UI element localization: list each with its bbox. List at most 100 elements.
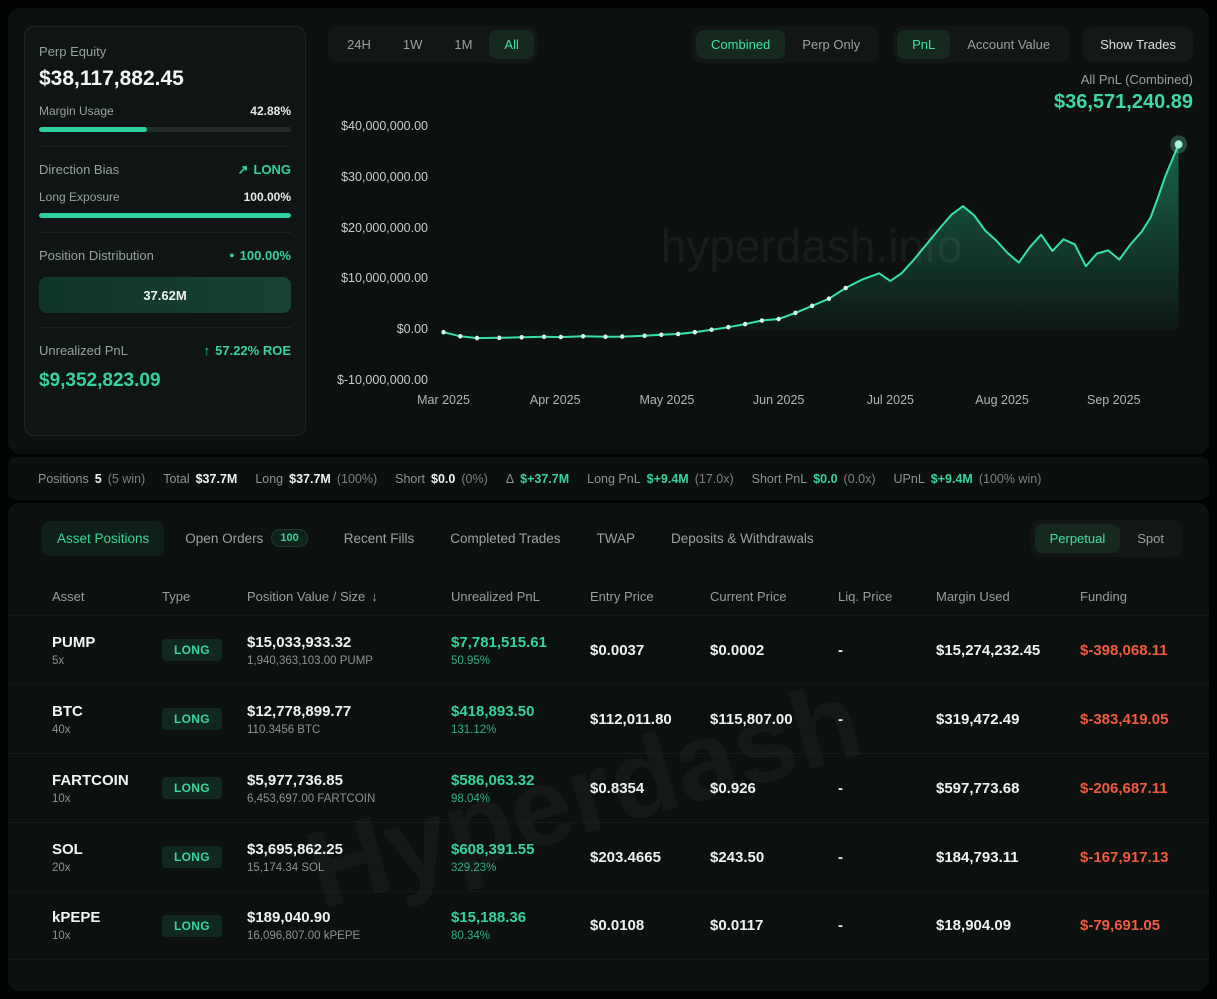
position-row-sol[interactable]: SOL 20x LONG $3,695,862.25 15,174.34 SOL $608…: [8, 822, 1209, 891]
main-tabs: Asset Positions Open Orders 100 Recent Fill…: [42, 519, 829, 557]
summary-upnl: UPnL $+9.4M (100% win): [894, 472, 1042, 486]
asset-name: kPEPE: [52, 909, 101, 926]
scope-perp-only[interactable]: Perp Only: [787, 30, 875, 59]
time-range-1w[interactable]: 1W: [388, 30, 438, 59]
column-header-unrealized-pnl[interactable]: Unrealized PnL: [451, 589, 590, 604]
column-header-asset[interactable]: Asset: [52, 589, 162, 604]
margin-used-cell: $184,793.11: [936, 848, 1019, 866]
tab-recent-fills[interactable]: Recent Fills: [329, 521, 430, 556]
positions-summary-bar: Positions 5 (5 win) Total $37.7M Long $37.7M (1…: [8, 457, 1209, 500]
unrealized-pnl-value: $9,352,823.09: [39, 370, 161, 391]
column-header-liq-price[interactable]: Liq. Price: [838, 589, 936, 604]
tab-deposits-withdrawals[interactable]: Deposits & Withdrawals: [656, 521, 829, 556]
column-header-type[interactable]: Type: [162, 589, 247, 604]
column-header-position-value-size[interactable]: Position Value / Size ↓: [247, 589, 451, 604]
upnl-percent: 98.04%: [451, 792, 491, 805]
tab-completed-trades[interactable]: Completed Trades: [435, 521, 575, 556]
upnl-value: $608,391.55: [451, 840, 535, 858]
upnl-percent: 329.23%: [451, 861, 497, 874]
market-tab-spot[interactable]: Spot: [1122, 524, 1179, 553]
liq-price-cell: -: [838, 779, 843, 797]
funding-cell: $-167,917.13: [1080, 848, 1169, 866]
metric-pnl[interactable]: PnL: [897, 30, 951, 59]
summary-positions: Positions 5 (5 win): [38, 472, 145, 486]
position-row-btc[interactable]: BTC 40x LONG $12,778,899.77 110.3456 BTC $418…: [8, 684, 1209, 753]
metric-account-value[interactable]: Account Value: [952, 30, 1065, 59]
chart-plot[interactable]: hyperdash.info: [436, 121, 1187, 381]
pnl-header: All PnL (Combined) $36,571,240.89: [328, 72, 1193, 114]
market-type-toggle: Perpetual Spot: [1030, 519, 1183, 557]
summary-value: $+37.7M: [520, 471, 570, 486]
tab-open-orders[interactable]: Open Orders 100: [170, 519, 322, 557]
liq-price-cell: -: [838, 848, 843, 866]
direction-bias-value: ↗ LONG: [238, 162, 291, 177]
tab-label: TWAP: [596, 530, 636, 546]
type-cell: LONG: [162, 846, 247, 868]
upnl-value: $586,063.32: [451, 771, 535, 789]
position-value: $189,040.90: [247, 909, 331, 926]
unrealized-pnl-cell: $608,391.55 329.23%: [451, 841, 590, 874]
x-axis-label: Aug 2025: [975, 393, 1029, 407]
y-axis: $40,000,000.00 $30,000,000.00 $20,000,000.…: [328, 119, 428, 387]
summary-extra: (100%): [336, 471, 378, 486]
open-orders-count-badge: 100: [271, 529, 308, 547]
time-range-all[interactable]: All: [489, 30, 534, 59]
unrealized-pnl-cell: $7,781,515.61 50.95%: [451, 634, 590, 667]
position-row-pump[interactable]: PUMP 5x LONG $15,033,933.32 1,940,363,103.00…: [8, 615, 1209, 684]
chart-area: 24H 1W 1M All Combined Perp Only PnL Account …: [328, 26, 1193, 436]
position-size: 15,174.34 SOL: [247, 861, 325, 874]
column-header-label: Funding: [1080, 588, 1127, 604]
asset-leverage: 40x: [52, 723, 71, 736]
y-axis-label: $-10,000,000.00: [336, 373, 428, 387]
asset-name: SOL: [52, 840, 83, 858]
upnl-percent: 80.34%: [451, 930, 491, 942]
y-axis-label: $0.00: [396, 322, 428, 337]
tab-label: Recent Fills: [343, 530, 415, 546]
summary-short: Short $0.0 (0%): [395, 472, 488, 486]
summary-long: Long $37.7M (100%): [255, 472, 377, 486]
summary-value: $37.7M: [289, 471, 331, 486]
asset-leverage: 10x: [52, 930, 71, 942]
margin-used-cell: $15,274,232.45: [936, 641, 1041, 659]
position-size: 6,453,697.00 FARTCOIN: [247, 792, 376, 805]
column-header-label: Liq. Price: [838, 588, 893, 604]
entry-price-cell: $112,011.80: [590, 710, 672, 728]
column-header-margin-used[interactable]: Margin Used: [936, 589, 1080, 604]
time-range-1m[interactable]: 1M: [439, 30, 487, 59]
funding-cell: $-206,687.11: [1080, 779, 1168, 797]
direction-bias-label: Direction Bias: [39, 162, 120, 177]
x-axis-label: Sep 2025: [1087, 393, 1141, 407]
upnl-value: $7,781,515.61: [451, 633, 547, 651]
column-header-current-price[interactable]: Current Price: [710, 589, 838, 604]
position-distribution-bar: 37.62M: [39, 277, 291, 313]
margin-used-cell: $319,472.49: [936, 710, 1020, 728]
position-row-fartcoin[interactable]: FARTCOIN 10x LONG $5,977,736.85 6,453,697.00…: [8, 753, 1209, 822]
summary-extra: (17.0x): [694, 471, 734, 486]
summary-short-pnl: Short PnL $0.0 (0.0x): [752, 472, 876, 486]
scope-combined[interactable]: Combined: [696, 30, 786, 59]
market-tab-perpetual[interactable]: Perpetual: [1034, 523, 1121, 553]
positions-table: Asset Type Position Value / Size ↓ Unrealize…: [8, 577, 1209, 960]
y-axis-label: $10,000,000.00: [341, 271, 428, 286]
current-price-cell: $115,807.00: [710, 710, 793, 728]
long-badge: LONG: [162, 846, 222, 868]
tab-label: Asset Positions: [57, 530, 150, 546]
summary-label: UPnL: [893, 471, 925, 486]
summary-label: Δ: [505, 471, 515, 486]
position-row-kpepe[interactable]: kPEPE 10x LONG $189,040.90 16,096,807.00 kPE…: [8, 891, 1209, 960]
position-distribution-percent: 100.00%: [239, 248, 291, 263]
y-axis-label: $20,000,000.00: [341, 220, 428, 235]
tab-twap[interactable]: TWAP: [582, 521, 651, 556]
show-trades-button[interactable]: Show Trades: [1083, 27, 1193, 62]
tab-asset-positions[interactable]: Asset Positions: [42, 520, 165, 556]
time-range-24h[interactable]: 24H: [332, 30, 386, 59]
dot-icon: ●: [229, 250, 235, 260]
pnl-chart: $40,000,000.00 $30,000,000.00 $20,000,000.…: [328, 119, 1193, 417]
column-header-label: Margin Used: [936, 588, 1010, 604]
column-header-funding[interactable]: Funding: [1080, 589, 1189, 604]
tab-label: Completed Trades: [450, 530, 561, 546]
unrealized-pnl-section: Unrealized PnL ↑ 57.22% ROE $9,352,823.0…: [39, 328, 291, 406]
summary-extra: (0.0x): [843, 471, 876, 486]
unrealized-pnl-label: Unrealized PnL: [39, 343, 128, 358]
column-header-entry-price[interactable]: Entry Price: [590, 589, 710, 604]
